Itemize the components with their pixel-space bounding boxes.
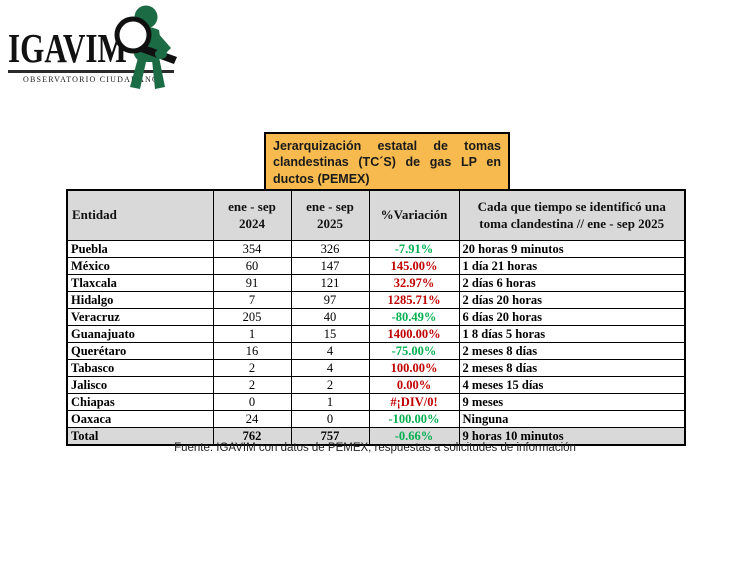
table-body: Puebla 354 326 -7.91% 20 horas 9 minutos Méxi… (66, 240, 686, 446)
cell-tiempo: 2 meses 8 días (458, 342, 686, 360)
cell-tiempo: 1 8 días 5 horas (458, 325, 686, 343)
cell-2025: 121 (290, 274, 370, 292)
clandestine-taps-table: Entidad ene - sep 2024 ene - sep 2025 %V… (66, 189, 686, 446)
cell-2025: 2 (290, 376, 370, 394)
logo-wordmark: IGAVIM (8, 25, 127, 71)
cell-entidad: Tabasco (66, 359, 214, 377)
cell-2024: 24 (212, 410, 292, 428)
table-header-row: Entidad ene - sep 2024 ene - sep 2025 %V… (66, 189, 686, 241)
header-entidad: Entidad (66, 189, 214, 241)
table-row: México 60 147 145.00% 1 día 21 horas (66, 257, 686, 275)
cell-tiempo: 6 días 20 horas (458, 308, 686, 326)
cell-tiempo: 1 día 21 horas (458, 257, 686, 275)
table-title-box: Jerarquización estatal de tomas clandest… (264, 132, 510, 194)
cell-entidad: Chiapas (66, 393, 214, 411)
source-note: Fuente: IGAVIM con datos de PEMEX, respu… (174, 442, 576, 454)
cell-entidad: México (66, 257, 214, 275)
igavim-logo: IGAVIM OBSERVATORIO CIUDADANO (8, 4, 193, 99)
cell-2024: 762 (212, 427, 292, 446)
table-title-text: Jerarquización estatal de tomas clandest… (273, 139, 501, 186)
cell-2025: 4 (290, 342, 370, 360)
cell-2025: 757 (290, 427, 370, 446)
cell-variacion: 145.00% (368, 257, 460, 275)
table-row-total: Total 762 757 -0.66% 9 horas 10 minutos (66, 427, 686, 446)
cell-2024: 91 (212, 274, 292, 292)
header-2025: ene - sep 2025 (290, 189, 370, 241)
table-row: Veracruz 205 40 -80.49% 6 días 20 horas (66, 308, 686, 326)
cell-entidad: Jalisco (66, 376, 214, 394)
cell-variacion: -80.49% (368, 308, 460, 326)
cell-entidad: Guanajuato (66, 325, 214, 343)
cell-2025: 147 (290, 257, 370, 275)
header-2024: ene - sep 2024 (212, 189, 292, 241)
logo-subtitle: OBSERVATORIO CIUDADANO (23, 75, 159, 84)
cell-entidad: Tlaxcala (66, 274, 214, 292)
cell-tiempo: 2 días 20 horas (458, 291, 686, 309)
cell-2024: 7 (212, 291, 292, 309)
cell-tiempo: 9 meses (458, 393, 686, 411)
magnifier-person-icon (114, 5, 177, 89)
cell-tiempo: 9 horas 10 minutos (458, 427, 686, 446)
cell-2025: 97 (290, 291, 370, 309)
cell-2024: 16 (212, 342, 292, 360)
logo-underline (8, 70, 174, 73)
cell-2025: 0 (290, 410, 370, 428)
cell-variacion: 100.00% (368, 359, 460, 377)
header-tiempo: Cada que tiempo se identificó una toma c… (458, 189, 686, 241)
cell-2025: 15 (290, 325, 370, 343)
table-row: Oaxaca 24 0 -100.00% Ninguna (66, 410, 686, 428)
cell-2025: 326 (290, 240, 370, 258)
cell-2024: 354 (212, 240, 292, 258)
cell-entidad: Puebla (66, 240, 214, 258)
cell-2025: 1 (290, 393, 370, 411)
cell-variacion: 32.97% (368, 274, 460, 292)
header-variacion: %Variación (368, 189, 460, 241)
cell-2024: 2 (212, 376, 292, 394)
cell-entidad: Total (66, 427, 214, 446)
table-row: Tlaxcala 91 121 32.97% 2 días 6 horas (66, 274, 686, 292)
table-row: Guanajuato 1 15 1400.00% 1 8 días 5 horas (66, 325, 686, 343)
cell-2025: 4 (290, 359, 370, 377)
cell-tiempo: 4 meses 15 días (458, 376, 686, 394)
cell-variacion: -75.00% (368, 342, 460, 360)
cell-2024: 0 (212, 393, 292, 411)
cell-entidad: Oaxaca (66, 410, 214, 428)
cell-variacion: 1400.00% (368, 325, 460, 343)
cell-variacion: -100.00% (368, 410, 460, 428)
cell-tiempo: 20 horas 9 minutos (458, 240, 686, 258)
table-row: Querétaro 16 4 -75.00% 2 meses 8 días (66, 342, 686, 360)
cell-variacion: 0.00% (368, 376, 460, 394)
table-row: Chiapas 0 1 #¡DIV/0! 9 meses (66, 393, 686, 411)
cell-2024: 60 (212, 257, 292, 275)
cell-entidad: Querétaro (66, 342, 214, 360)
cell-2024: 1 (212, 325, 292, 343)
cell-variacion: -7.91% (368, 240, 460, 258)
cell-entidad: Hidalgo (66, 291, 214, 309)
cell-tiempo: 2 días 6 horas (458, 274, 686, 292)
cell-2025: 40 (290, 308, 370, 326)
cell-entidad: Veracruz (66, 308, 214, 326)
table-row: Puebla 354 326 -7.91% 20 horas 9 minutos (66, 240, 686, 258)
table-row: Hidalgo 7 97 1285.71% 2 días 20 horas (66, 291, 686, 309)
cell-2024: 2 (212, 359, 292, 377)
cell-variacion: 1285.71% (368, 291, 460, 309)
table-row: Tabasco 2 4 100.00% 2 meses 8 días (66, 359, 686, 377)
table-row: Jalisco 2 2 0.00% 4 meses 15 días (66, 376, 686, 394)
cell-2024: 205 (212, 308, 292, 326)
cell-variacion: #¡DIV/0! (368, 393, 460, 411)
cell-variacion: -0.66% (368, 427, 460, 446)
cell-tiempo: 2 meses 8 días (458, 359, 686, 377)
cell-tiempo: Ninguna (458, 410, 686, 428)
